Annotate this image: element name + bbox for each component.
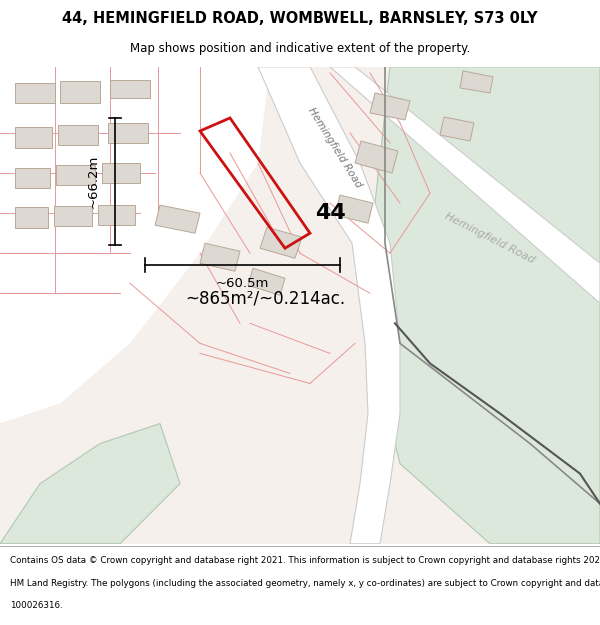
Polygon shape (15, 83, 55, 103)
Polygon shape (98, 205, 135, 225)
Text: HM Land Registry. The polygons (including the associated geometry, namely x, y c: HM Land Registry. The polygons (includin… (10, 579, 600, 587)
Polygon shape (0, 67, 600, 544)
Polygon shape (110, 80, 150, 98)
Polygon shape (370, 67, 600, 544)
Polygon shape (108, 123, 148, 143)
Text: Hemingfield Road: Hemingfield Road (306, 106, 364, 190)
Polygon shape (460, 71, 493, 93)
Polygon shape (335, 195, 373, 223)
Text: 44, HEMINGFIELD ROAD, WOMBWELL, BARNSLEY, S73 0LY: 44, HEMINGFIELD ROAD, WOMBWELL, BARNSLEY… (62, 11, 538, 26)
Polygon shape (258, 67, 400, 544)
Polygon shape (15, 127, 52, 148)
Text: ~60.5m: ~60.5m (216, 277, 269, 290)
Text: Map shows position and indicative extent of the property.: Map shows position and indicative extent… (130, 42, 470, 54)
Polygon shape (355, 141, 398, 173)
Polygon shape (56, 165, 95, 185)
Polygon shape (15, 168, 50, 188)
Text: ~865m²/~0.214ac.: ~865m²/~0.214ac. (185, 289, 345, 308)
Polygon shape (0, 67, 270, 424)
Polygon shape (260, 227, 302, 258)
Text: Contains OS data © Crown copyright and database right 2021. This information is : Contains OS data © Crown copyright and d… (10, 556, 600, 565)
Polygon shape (15, 207, 48, 228)
Polygon shape (60, 81, 100, 103)
Polygon shape (54, 206, 92, 226)
Polygon shape (102, 163, 140, 183)
Polygon shape (200, 243, 240, 271)
Polygon shape (370, 93, 410, 120)
Text: ~66.2m: ~66.2m (86, 155, 100, 208)
Polygon shape (155, 205, 200, 233)
Text: 100026316.: 100026316. (10, 601, 62, 611)
Text: Hemingfield Road: Hemingfield Road (443, 211, 536, 265)
Polygon shape (0, 424, 180, 544)
Polygon shape (440, 117, 474, 141)
Polygon shape (330, 67, 600, 303)
Polygon shape (248, 268, 285, 295)
Polygon shape (58, 125, 98, 145)
Text: 44: 44 (314, 203, 346, 223)
